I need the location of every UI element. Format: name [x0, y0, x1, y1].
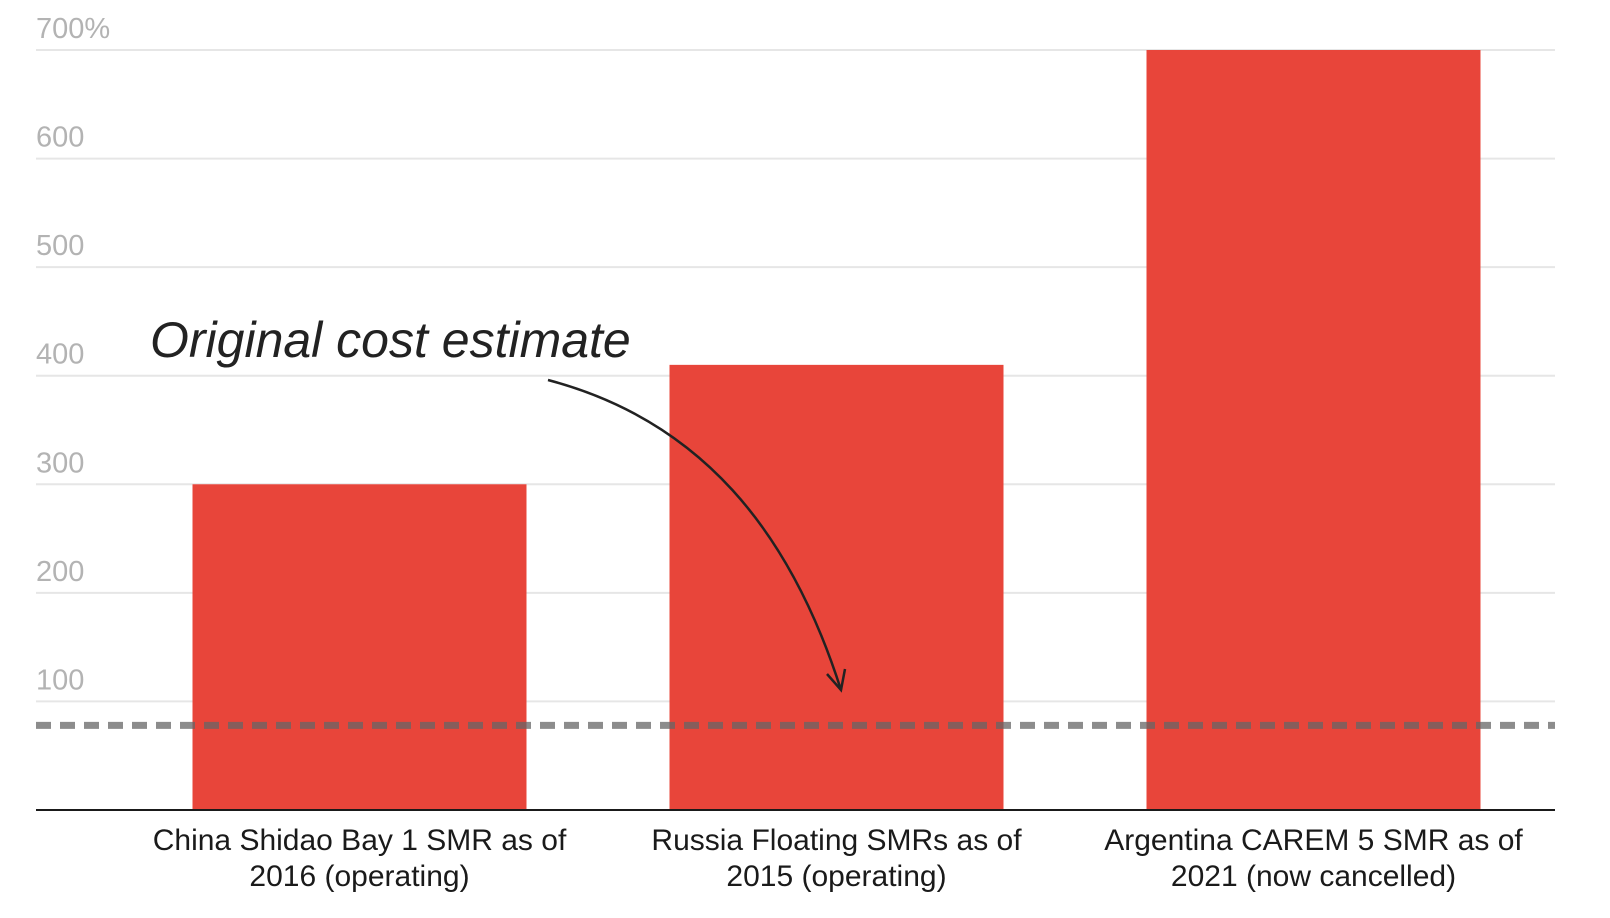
- x-category-label-line: China Shidao Bay 1 SMR as of: [153, 824, 567, 857]
- x-category-label-line: 2015 (operating): [726, 860, 946, 893]
- category-labels: China Shidao Bay 1 SMR as of 2016 (operat…: [153, 824, 1524, 893]
- x-category-label-line: 2016 (operating): [249, 860, 469, 893]
- x-category-label-1: China Shidao Bay 1 SMR as of 2016 (operat…: [153, 824, 567, 893]
- x-category-label-line: 2021 (now cancelled): [1171, 860, 1456, 893]
- x-category-label-line: Argentina CAREM 5 SMR as of: [1104, 824, 1523, 857]
- x-category-label-2: Russia Floating SMRs as of 2015 (operatin…: [651, 824, 1022, 893]
- y-tick-label-200: 200: [36, 556, 84, 588]
- bar-1: [192, 484, 527, 810]
- y-axis-ticks: 100 200 300 400 500 600 700%: [36, 13, 110, 696]
- x-category-label-line: Russia Floating SMRs as of: [651, 824, 1022, 857]
- annotation-arrowhead: [826, 668, 847, 693]
- x-category-label-3: Argentina CAREM 5 SMR as of 2021 (now can…: [1104, 824, 1523, 893]
- bars: [192, 50, 1481, 810]
- annotation-arrow: [547, 378, 843, 691]
- annotation-text: Original cost estimate: [150, 312, 631, 368]
- y-tick-label-400: 400: [36, 339, 84, 371]
- y-tick-label-100: 100: [36, 664, 84, 696]
- y-tick-label-700: 700%: [36, 13, 110, 45]
- y-tick-label-500: 500: [36, 230, 84, 262]
- bar-2: [669, 364, 1004, 810]
- bar-3: [1146, 50, 1481, 810]
- y-tick-label-300: 300: [36, 447, 84, 479]
- y-tick-label-600: 600: [36, 122, 84, 154]
- annotation-group: Original cost estimate: [150, 312, 847, 693]
